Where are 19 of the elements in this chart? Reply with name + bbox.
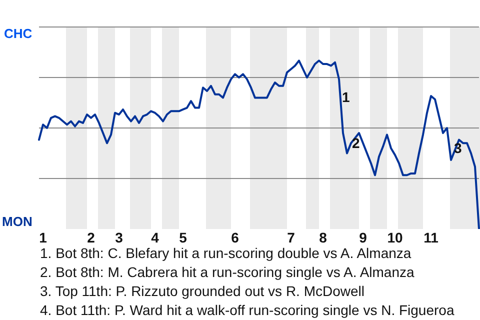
- text: MON: [2, 214, 32, 229]
- text: CHC: [4, 26, 32, 41]
- x-tick-label: 9: [359, 229, 368, 246]
- x-tick-label: 3: [115, 229, 124, 246]
- x-tick-label: 7: [287, 229, 296, 246]
- x-tick-label: 8: [319, 229, 328, 246]
- x-tick-label: 4: [151, 229, 160, 246]
- x-tick-label: 11: [424, 229, 439, 246]
- annotation: 1: [342, 89, 350, 105]
- x-tick-label: 1: [39, 229, 48, 246]
- x-tick-label: 6: [231, 229, 240, 246]
- x-tick-label: 5: [179, 229, 188, 246]
- x-tick-label: 2: [87, 229, 96, 246]
- text: 4. Bot 11th: P. Ward hit a walk-off run-scoring single vs N. Figueroa: [40, 301, 454, 320]
- text: 3. Top 11th: P. Rizzuto grounded out vs R. McDowell: [40, 282, 366, 301]
- text: 1. Bot 8th: C. Blefary hit a run-scoring double vs A. Almanza: [40, 244, 412, 263]
- text: 2. Bot 8th: M. Cabrera hit a run-scoring single vs A. Almanza: [40, 263, 416, 282]
- x-tick-label: 10: [387, 229, 403, 246]
- annotation: 2: [352, 135, 360, 151]
